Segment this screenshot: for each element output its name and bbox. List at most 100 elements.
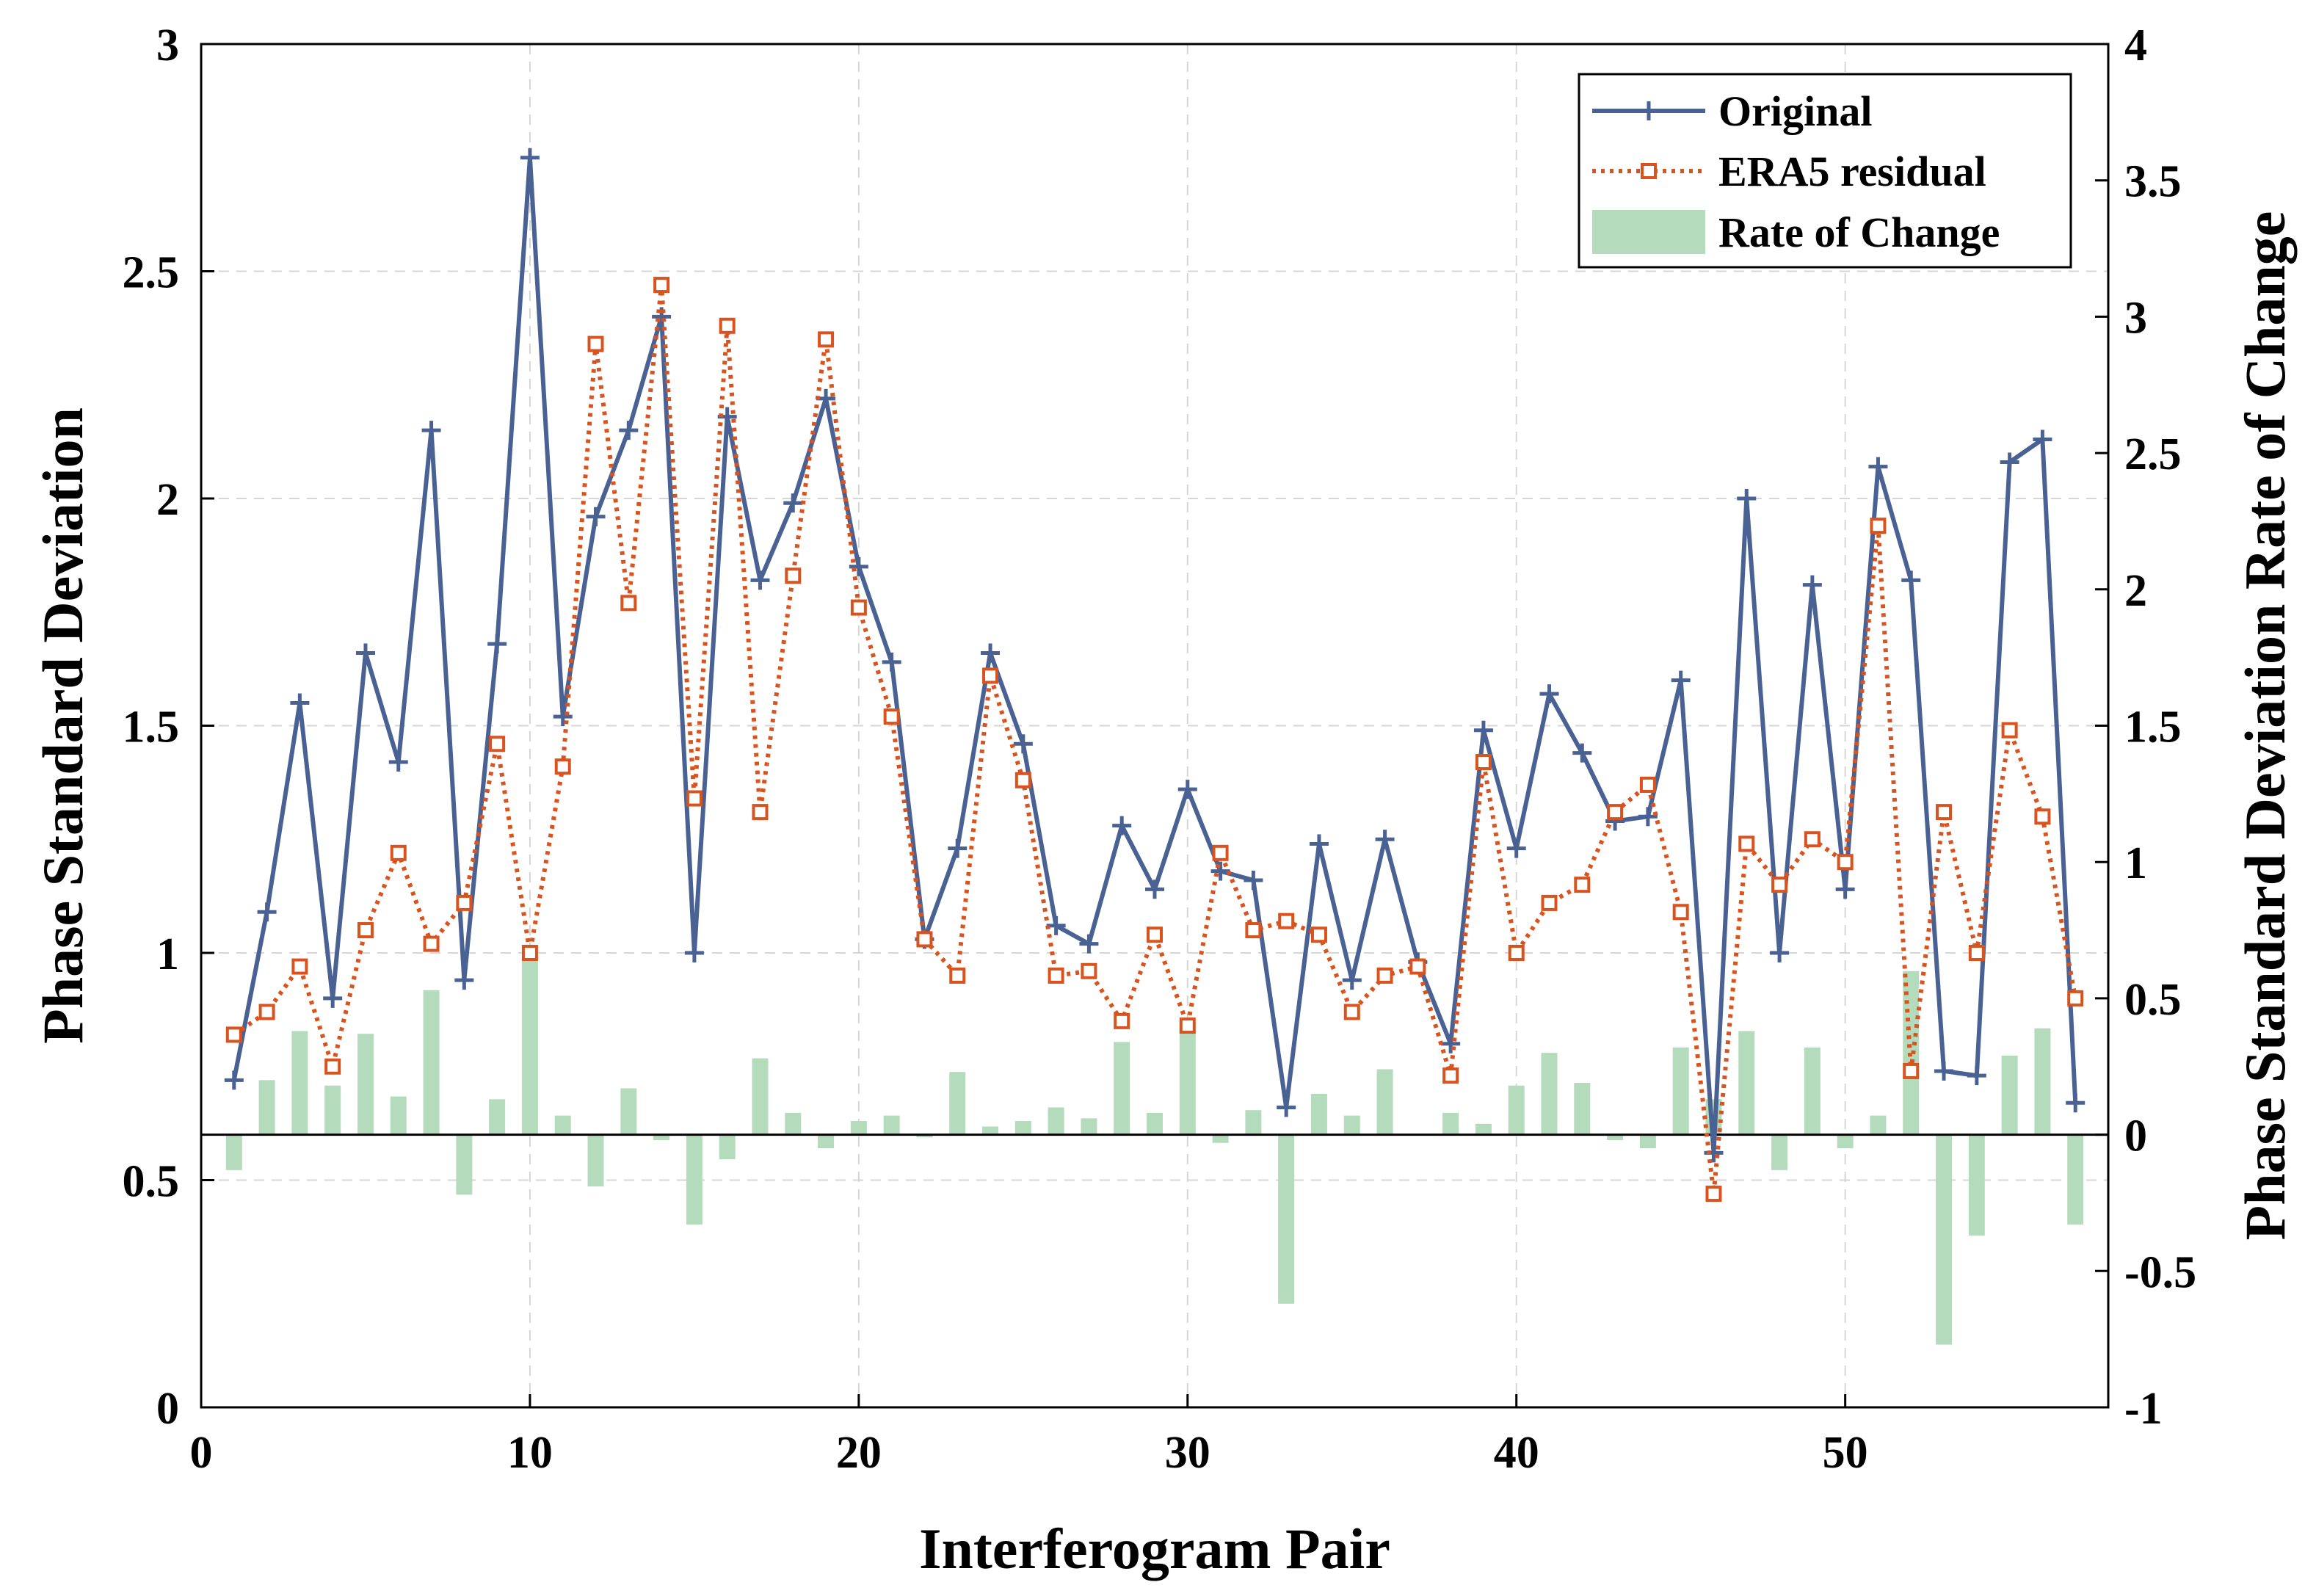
rate-of-change-bar [1574,1083,1591,1135]
original-point [487,634,507,654]
x-tick-label: 40 [1494,1428,1539,1478]
original-point [1112,816,1132,835]
rate-of-change-bar [785,1112,802,1135]
rate-of-change-bar [1114,1042,1130,1135]
era5-residual-point [357,922,374,939]
rate-of-change-bar [2067,1134,2084,1225]
original-point [1967,1066,1986,1086]
era5-residual-point [1541,894,1558,911]
y-right-tick-label: 1 [2124,838,2147,888]
y-right-tick-label: 4 [2124,21,2147,70]
x-tick-label: 20 [836,1428,882,1478]
rate-of-change-bar [949,1072,966,1135]
original-point [1473,720,1493,740]
era5-residual-point [587,335,604,352]
era5-residual-point [324,1058,341,1075]
original-point [1802,575,1822,595]
original-point [1835,879,1855,899]
era5-residual-point [1738,835,1755,852]
rate-of-change-bar [489,1099,506,1135]
y-tick-label: 2.5 [123,248,180,298]
rate-of-change-bar [653,1134,670,1141]
rate-of-change-bar [390,1096,407,1135]
era5-residual-point [1936,804,1953,821]
rate-of-change-bar [1212,1134,1229,1143]
original-point [882,652,901,672]
original-point [586,507,606,526]
original-point [1934,1061,1954,1081]
x-tick-label: 10 [507,1428,553,1478]
era5-residual-point [982,667,999,684]
axis-ticks: 0 10 20 30 40 50 0 0.5 1 1.5 2 2.5 3 -1 -0.5 0 0.5 1 1.5 2 2… [123,21,2197,1478]
rate-of-change-bar [1245,1110,1262,1135]
legend-label: Rate of Change [1718,208,2000,256]
era5-residual-point [1771,877,1788,893]
legend-label: Original [1718,87,1872,135]
original-point [290,693,310,713]
rate-of-change-bar [2034,1028,2051,1135]
era5-residual-point [456,894,473,911]
rate-of-change-bar [1081,1118,1097,1135]
era5-residual-point [1245,922,1262,939]
original-point [1145,879,1164,899]
original-point [1539,684,1559,704]
era5-residual-point [2067,990,2084,1006]
original-point [1441,1034,1461,1053]
rate-of-change-bar [587,1134,604,1187]
original-point [619,421,639,440]
era5-residual-point [258,1004,275,1020]
original-point [520,148,540,167]
rate-of-change-bar [1014,1121,1031,1135]
era5-residual-point [1442,1067,1459,1084]
original-point [1572,743,1592,763]
original-point [684,943,704,962]
rate-of-change-bar [1968,1134,1985,1236]
original-point [1013,734,1033,754]
original-point [2000,452,2019,472]
original-point [750,570,770,590]
era5-residual-point [1837,854,1854,871]
original-point [2033,429,2052,449]
original-point [355,643,375,663]
legend: Original ERA5 residual Rate of Change [1578,73,2072,269]
era5-residual-point [1705,1186,1722,1203]
rate-of-change-bar [1179,1023,1196,1135]
rate-of-change-bar [1475,1123,1492,1135]
rate-of-change-bar [1508,1085,1525,1135]
y-tick-label: 1.5 [123,703,180,752]
original-point [1868,457,1888,476]
era5-residual-point [1968,945,1985,961]
era5-residual-point [1081,962,1097,979]
era5-residual-point [1672,904,1689,921]
rate-of-change-bar [982,1126,999,1135]
rate-of-change-bars [225,957,2084,1345]
original-point [1342,971,1362,990]
era5-residual-point [291,958,308,975]
y-tick-label: 2 [156,475,179,525]
original-point [1901,570,1921,590]
era5-residual-point [719,317,736,334]
y-right-tick-label: 2 [2124,566,2147,616]
y-tick-label: 0 [156,1384,179,1434]
rate-of-change-bar [1672,1047,1689,1135]
era5-residual-point [1574,877,1591,893]
original-point [2066,1093,2086,1113]
era5-residual-point [521,945,538,961]
era5-residual-point [1508,945,1525,961]
rate-of-change-bar [1639,1134,1656,1149]
era5-residual-point [1147,926,1163,943]
legend-marker-square [1641,163,1657,179]
y-axis-right-label: Phase Standard Deviation Rate of Change [2233,211,2297,1241]
era5-residual-point [818,331,835,348]
rate-of-change-bar [1442,1112,1459,1135]
era5-residual-point [1870,518,1887,534]
rate-of-change-bar [456,1134,473,1195]
era5-residual-point [2034,808,2051,825]
y-tick-label: 3 [156,21,179,70]
era5-residual-point [916,931,933,948]
rate-of-change-bar [686,1134,703,1225]
original-point [323,988,343,1008]
rate-of-change-bar [1607,1134,1624,1141]
series-lines [224,148,2086,1203]
